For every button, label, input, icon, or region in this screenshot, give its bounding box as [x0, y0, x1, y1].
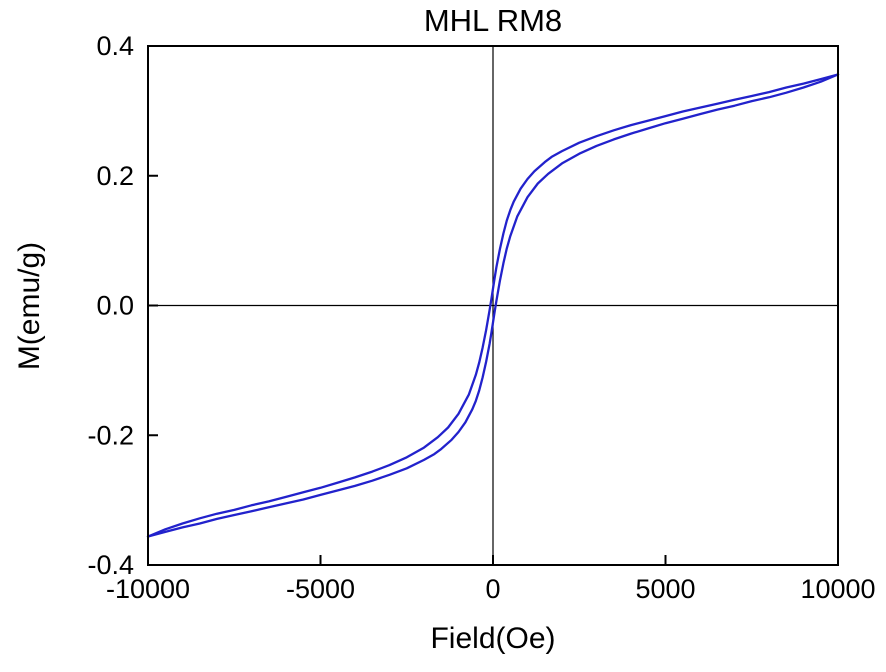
y-tick-label: -0.2	[87, 420, 134, 450]
x-tick-label: -10000	[106, 574, 190, 604]
x-tick-label: 0	[485, 574, 500, 604]
series-descending-branch	[146, 73, 840, 538]
y-axis-label: M(emu/g)	[13, 241, 46, 371]
series-ascending-branch	[146, 73, 840, 538]
y-tick-label: 0.0	[96, 291, 134, 321]
x-axis-label: Field(Oe)	[430, 622, 556, 655]
chart-title: MHL RM8	[423, 3, 563, 38]
y-tick-label: 0.4	[96, 31, 134, 61]
y-tick-label: -0.4	[87, 550, 134, 580]
x-tick-label: -5000	[286, 574, 355, 604]
x-tick-label: 5000	[635, 574, 695, 604]
x-tick-label: 10000	[800, 574, 875, 604]
y-tick-label: 0.2	[96, 161, 134, 191]
